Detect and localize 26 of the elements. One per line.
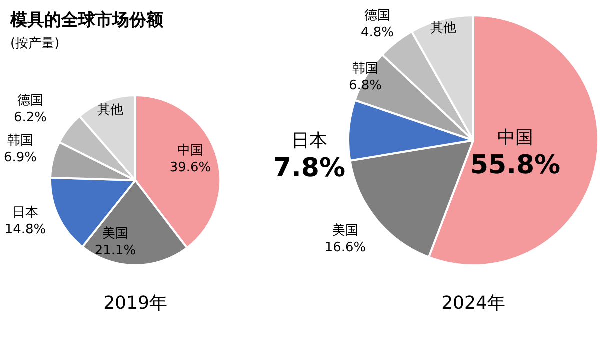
data-label: 4.8% bbox=[360, 26, 394, 40]
chart-title: 模具的全球市场份额 bbox=[10, 10, 164, 30]
slice-label: 韩国 bbox=[352, 62, 378, 76]
data-label: 16.6% bbox=[324, 240, 366, 256]
slice-label: 美国 bbox=[102, 226, 128, 242]
slice-label: 日本 bbox=[12, 206, 38, 220]
data-label: 6.2% bbox=[14, 110, 48, 126]
chart-subtitle: (按产量) bbox=[10, 36, 60, 52]
slice-label: 日本 bbox=[292, 130, 328, 152]
data-label: 6.9% bbox=[4, 150, 38, 166]
slice-label: 中国 bbox=[498, 128, 534, 148]
data-label: 6.8% bbox=[348, 78, 382, 94]
slice-label: 韩国 bbox=[8, 134, 34, 148]
data-label: 21.1% bbox=[94, 244, 136, 258]
slice-label: 其他 bbox=[98, 103, 124, 118]
slice-label: 其他 bbox=[430, 21, 456, 36]
slice-label: 德国 bbox=[18, 94, 44, 108]
slice-label: 中国 bbox=[178, 144, 204, 158]
data-label: 55.8% bbox=[470, 150, 561, 180]
data-label: 14.8% bbox=[4, 222, 46, 238]
text: 2024年 bbox=[442, 293, 506, 314]
slice-label: 美国 bbox=[332, 222, 358, 238]
text: 2019年 bbox=[104, 293, 168, 314]
slice-label: 德国 bbox=[364, 8, 390, 24]
data-label: 7.8% bbox=[273, 154, 346, 184]
data-label: 39.6% bbox=[170, 160, 212, 176]
